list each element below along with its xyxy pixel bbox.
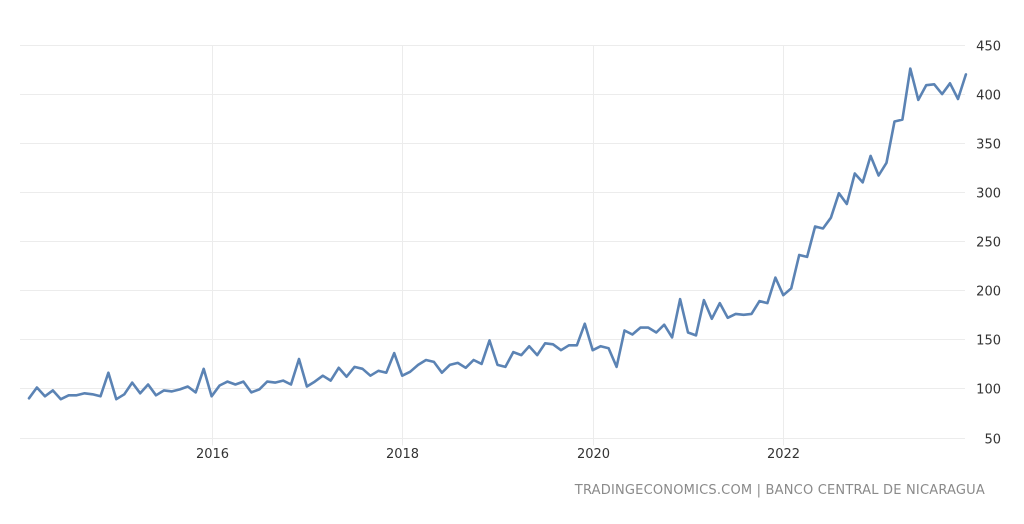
series-line — [27, 67, 968, 401]
x-tick-label: 2018 — [386, 447, 419, 462]
x-axis-ticks: 2016 2018 2020 2022 — [196, 447, 800, 462]
y-tick-label: 250 — [976, 236, 1001, 251]
y-tick-label: 350 — [976, 138, 1001, 153]
x-tick-label: 2016 — [196, 447, 229, 462]
x-tick-label: 2020 — [577, 447, 610, 462]
y-tick-label: 100 — [976, 383, 1001, 398]
source-attribution: TRADINGECONOMICS.COM | BANCO CENTRAL DE … — [574, 483, 985, 498]
y-tick-label: 50 — [984, 433, 1001, 448]
y-tick-label: 300 — [976, 187, 1001, 202]
y-axis-ticks: 50 100 150 200 250 300 350 400 450 — [976, 40, 1001, 448]
y-tick-label: 150 — [976, 334, 1001, 349]
horizontal-gridlines — [20, 45, 965, 439]
y-tick-label: 450 — [976, 40, 1001, 55]
y-tick-label: 400 — [976, 89, 1001, 104]
vertical-gridlines — [212, 45, 784, 446]
x-tick-label: 2022 — [767, 447, 800, 462]
y-tick-label: 200 — [976, 285, 1001, 300]
